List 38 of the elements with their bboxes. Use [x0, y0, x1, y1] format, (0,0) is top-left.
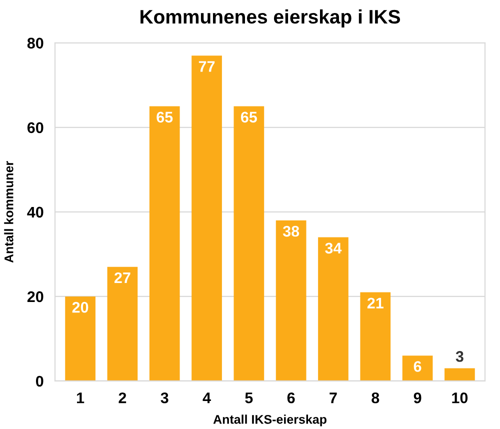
bar [234, 106, 264, 381]
y-tick-label: 0 [36, 376, 44, 387]
data-label: 21 [367, 298, 384, 308]
bar [402, 356, 433, 381]
x-tick-label: 2 [118, 392, 126, 404]
data-label: 3 [456, 351, 464, 362]
y-tick-label: 80 [27, 38, 44, 49]
data-label: 38 [282, 226, 300, 237]
chart-title: Kommunenes eierskap i IKS [140, 9, 400, 28]
bar [149, 106, 180, 381]
data-label: 65 [156, 112, 173, 123]
y-tick-label: 60 [27, 122, 44, 134]
data-label: 20 [72, 302, 88, 313]
bar [276, 220, 306, 381]
x-tick-label: 7 [330, 392, 337, 404]
bar [107, 266, 138, 381]
bar [318, 237, 348, 381]
y-tick-label: 20 [27, 291, 44, 302]
x-tick-label: 10 [452, 392, 468, 404]
x-tick-label: 5 [245, 392, 253, 404]
data-label: 27 [114, 272, 130, 283]
data-label: 65 [240, 112, 257, 123]
x-tick-label: 4 [202, 392, 211, 404]
data-label: 34 [325, 242, 342, 254]
bar [444, 368, 475, 381]
bar [65, 296, 96, 381]
x-tick-label: 9 [414, 392, 422, 404]
x-axis-title: Antall IKS-eierskap [213, 414, 326, 426]
x-tick-label: 1 [77, 392, 84, 404]
bar [360, 292, 391, 381]
bar [192, 56, 222, 381]
data-label: 77 [198, 61, 215, 72]
x-tick-label: 3 [160, 392, 168, 404]
y-axis-title: Antall kommuner [4, 161, 14, 263]
x-tick-label: 6 [287, 392, 295, 404]
y-tick-label: 40 [27, 206, 44, 218]
x-tick-label: 8 [372, 392, 380, 404]
data-label: 6 [414, 361, 422, 372]
